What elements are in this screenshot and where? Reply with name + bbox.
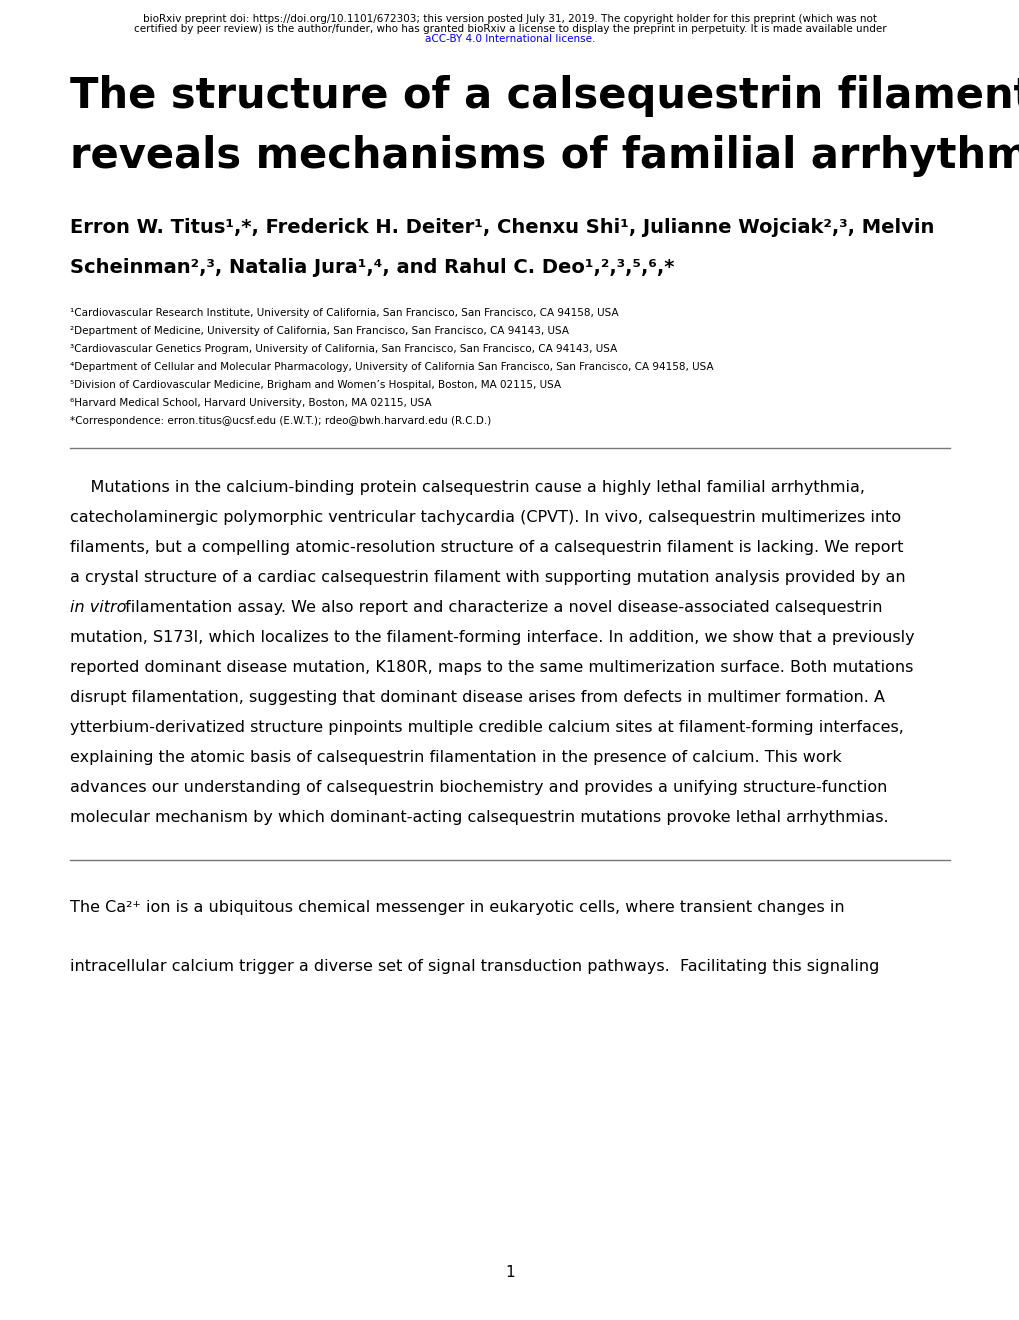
- Text: ³Cardiovascular Genetics Program, University of California, San Francisco, San F: ³Cardiovascular Genetics Program, Univer…: [70, 345, 616, 354]
- Text: ⁵Division of Cardiovascular Medicine, Brigham and Women’s Hospital, Boston, MA 0: ⁵Division of Cardiovascular Medicine, Br…: [70, 380, 560, 389]
- Text: bioRxiv preprint doi: https://doi.org/10.1101/672303; this version posted July 3: bioRxiv preprint doi: https://doi.org/10…: [143, 15, 876, 24]
- Text: Mutations in the calcium-binding protein calsequestrin cause a highly lethal fam: Mutations in the calcium-binding protein…: [70, 480, 864, 495]
- Text: mutation, S173I, which localizes to the filament-forming interface. In addition,: mutation, S173I, which localizes to the …: [70, 630, 914, 645]
- Text: disrupt filamentation, suggesting that dominant disease arises from defects in m: disrupt filamentation, suggesting that d…: [70, 690, 884, 705]
- Text: aCC-BY 4.0 International license.: aCC-BY 4.0 International license.: [424, 34, 595, 44]
- Text: The Ca²⁺ ion is a ubiquitous chemical messenger in eukaryotic cells, where trans: The Ca²⁺ ion is a ubiquitous chemical me…: [70, 900, 844, 915]
- Text: advances our understanding of calsequestrin biochemistry and provides a unifying: advances our understanding of calsequest…: [70, 780, 887, 795]
- Text: ⁴Department of Cellular and Molecular Pharmacology, University of California San: ⁴Department of Cellular and Molecular Ph…: [70, 362, 713, 372]
- Text: *Correspondence: erron.titus@ucsf.edu (E.W.T.); rdeo@bwh.harvard.edu (R.C.D.): *Correspondence: erron.titus@ucsf.edu (E…: [70, 416, 491, 426]
- Text: intracellular calcium trigger a diverse set of signal transduction pathways.  Fa: intracellular calcium trigger a diverse …: [70, 960, 878, 974]
- Text: ytterbium-derivatized structure pinpoints multiple credible calcium sites at fil: ytterbium-derivatized structure pinpoint…: [70, 719, 903, 735]
- Text: reveals mechanisms of familial arrhythmia: reveals mechanisms of familial arrhythmi…: [70, 135, 1019, 177]
- Text: reported dominant disease mutation, K180R, maps to the same multimerization surf: reported dominant disease mutation, K180…: [70, 660, 912, 675]
- Text: filaments, but a compelling atomic-resolution structure of a calsequestrin filam: filaments, but a compelling atomic-resol…: [70, 540, 903, 554]
- Text: ¹Cardiovascular Research Institute, University of California, San Francisco, San: ¹Cardiovascular Research Institute, Univ…: [70, 308, 618, 318]
- Text: ²Department of Medicine, University of California, San Francisco, San Francisco,: ²Department of Medicine, University of C…: [70, 326, 569, 337]
- Text: certified by peer review) is the author/funder, who has granted bioRxiv a licens: certified by peer review) is the author/…: [133, 24, 886, 34]
- Text: Scheinman²,³, Natalia Jura¹,⁴, and Rahul C. Deo¹,²,³,⁵,⁶,*: Scheinman²,³, Natalia Jura¹,⁴, and Rahul…: [70, 257, 674, 277]
- Text: The structure of a calsequestrin filament: The structure of a calsequestrin filamen…: [70, 75, 1019, 117]
- Text: Erron W. Titus¹,*, Frederick H. Deiter¹, Chenxu Shi¹, Julianne Wojciak²,³, Melvi: Erron W. Titus¹,*, Frederick H. Deiter¹,…: [70, 218, 933, 238]
- Text: filamentation assay. We also report and characterize a novel disease-associated : filamentation assay. We also report and …: [120, 601, 881, 615]
- Text: explaining the atomic basis of calsequestrin filamentation in the presence of ca: explaining the atomic basis of calseques…: [70, 750, 841, 766]
- Text: catecholaminergic polymorphic ventricular tachycardia (CPVT). In vivo, calseques: catecholaminergic polymorphic ventricula…: [70, 510, 900, 525]
- Text: in vitro: in vitro: [70, 601, 126, 615]
- Text: ⁶Harvard Medical School, Harvard University, Boston, MA 02115, USA: ⁶Harvard Medical School, Harvard Univers…: [70, 399, 431, 408]
- Text: molecular mechanism by which dominant-acting calsequestrin mutations provoke let: molecular mechanism by which dominant-ac…: [70, 810, 888, 825]
- Text: 1: 1: [504, 1265, 515, 1280]
- Text: a crystal structure of a cardiac calsequestrin filament with supporting mutation: a crystal structure of a cardiac calsequ…: [70, 570, 905, 585]
